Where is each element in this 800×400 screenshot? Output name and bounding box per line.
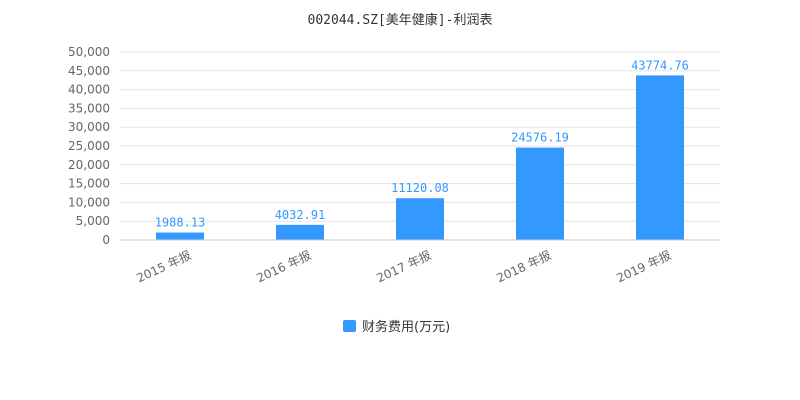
x-axis-ticks: 2015 年报 2016 年报 2017 年报 2018 年报 2019 年报	[134, 247, 673, 285]
y-tick-label: 35,000	[68, 101, 110, 115]
x-tick-label: 2018 年报	[494, 247, 553, 285]
x-tick-label: 2019 年报	[614, 247, 673, 285]
y-tick-label: 15,000	[68, 177, 110, 191]
y-tick-label: 5,000	[76, 214, 110, 228]
bar-value-label: 11120.08	[391, 181, 449, 195]
y-tick-label: 10,000	[68, 195, 110, 209]
x-tick-label: 2017 年报	[374, 247, 433, 285]
legend-label[interactable]: 财务费用(万元)	[362, 319, 450, 335]
bar[interactable]	[156, 232, 204, 240]
y-tick-label: 20,000	[68, 158, 110, 172]
x-tick-label: 2015 年报	[134, 247, 193, 285]
bars: 1988.13 4032.91 11120.08 24576.19 43774.76	[155, 58, 689, 240]
bar[interactable]	[276, 224, 324, 240]
bar-value-label: 4032.91	[275, 208, 326, 222]
bar[interactable]	[396, 198, 444, 240]
y-tick-label: 45,000	[68, 64, 110, 78]
legend-swatch[interactable]	[343, 320, 356, 332]
grid-lines	[120, 51, 720, 241]
y-tick-label: 40,000	[68, 83, 110, 97]
y-axis-ticks: 0 5,000 10,000 15,000 20,000 25,000 30,000 35,0…	[68, 45, 110, 247]
legend[interactable]: 财务费用(万元)	[343, 319, 450, 335]
y-tick-label: 50,000	[68, 45, 110, 59]
bar[interactable]	[636, 75, 684, 240]
bar-value-label: 24576.19	[511, 131, 569, 145]
bar[interactable]	[516, 147, 564, 240]
x-tick-label: 2016 年报	[254, 247, 313, 285]
y-tick-label: 0	[102, 233, 110, 247]
bar-value-label: 43774.76	[631, 58, 689, 72]
chart-title: 002044.SZ[美年健康]-利润表	[308, 12, 493, 28]
y-tick-label: 25,000	[68, 139, 110, 153]
y-tick-label: 30,000	[68, 120, 110, 134]
bar-value-label: 1988.13	[155, 216, 206, 230]
